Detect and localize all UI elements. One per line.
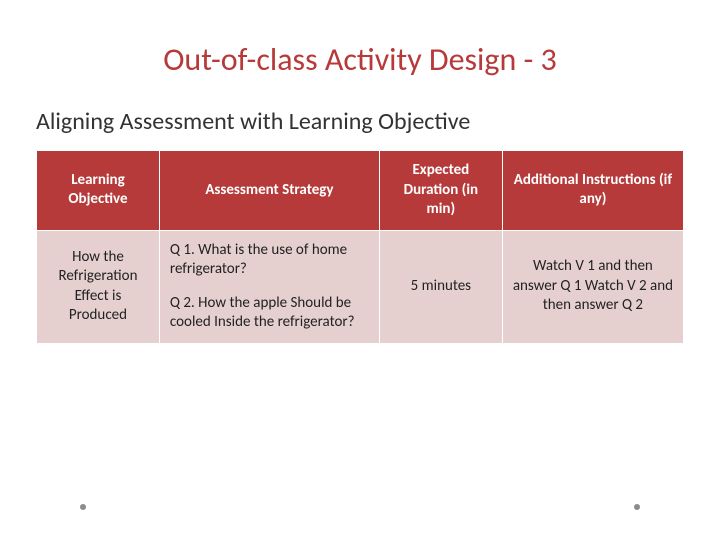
col-header-learning-objective: Learning Objective xyxy=(37,151,160,231)
table-row: How the Refrigeration Effect is Produced… xyxy=(37,230,684,343)
slide-subtitle: Aligning Assessment with Learning Object… xyxy=(36,107,684,136)
col-header-expected-duration: Expected Duration (in min) xyxy=(379,151,502,231)
col-header-assessment-strategy: Assessment Strategy xyxy=(159,151,379,231)
cell-duration: 5 minutes xyxy=(379,230,502,343)
assessment-q1: Q 1. What is the use of home refrigerato… xyxy=(170,241,369,280)
alignment-table: Learning Objective Assessment Strategy E… xyxy=(36,150,684,344)
col-header-additional-instructions: Additional Instructions (if any) xyxy=(502,151,683,231)
table-header-row: Learning Objective Assessment Strategy E… xyxy=(37,151,684,231)
decorative-dot-icon xyxy=(634,504,640,510)
cell-instructions: Watch V 1 and then answer Q 1 Watch V 2 … xyxy=(502,230,683,343)
cell-assessment-strategy: Q 1. What is the use of home refrigerato… xyxy=(159,230,379,343)
slide-title: Out-of-class Activity Design - 3 xyxy=(36,40,684,79)
decorative-dot-icon xyxy=(80,504,86,510)
cell-learning-objective: How the Refrigeration Effect is Produced xyxy=(37,230,160,343)
assessment-q2: Q 2. How the apple Should be cooled Insi… xyxy=(170,294,369,333)
